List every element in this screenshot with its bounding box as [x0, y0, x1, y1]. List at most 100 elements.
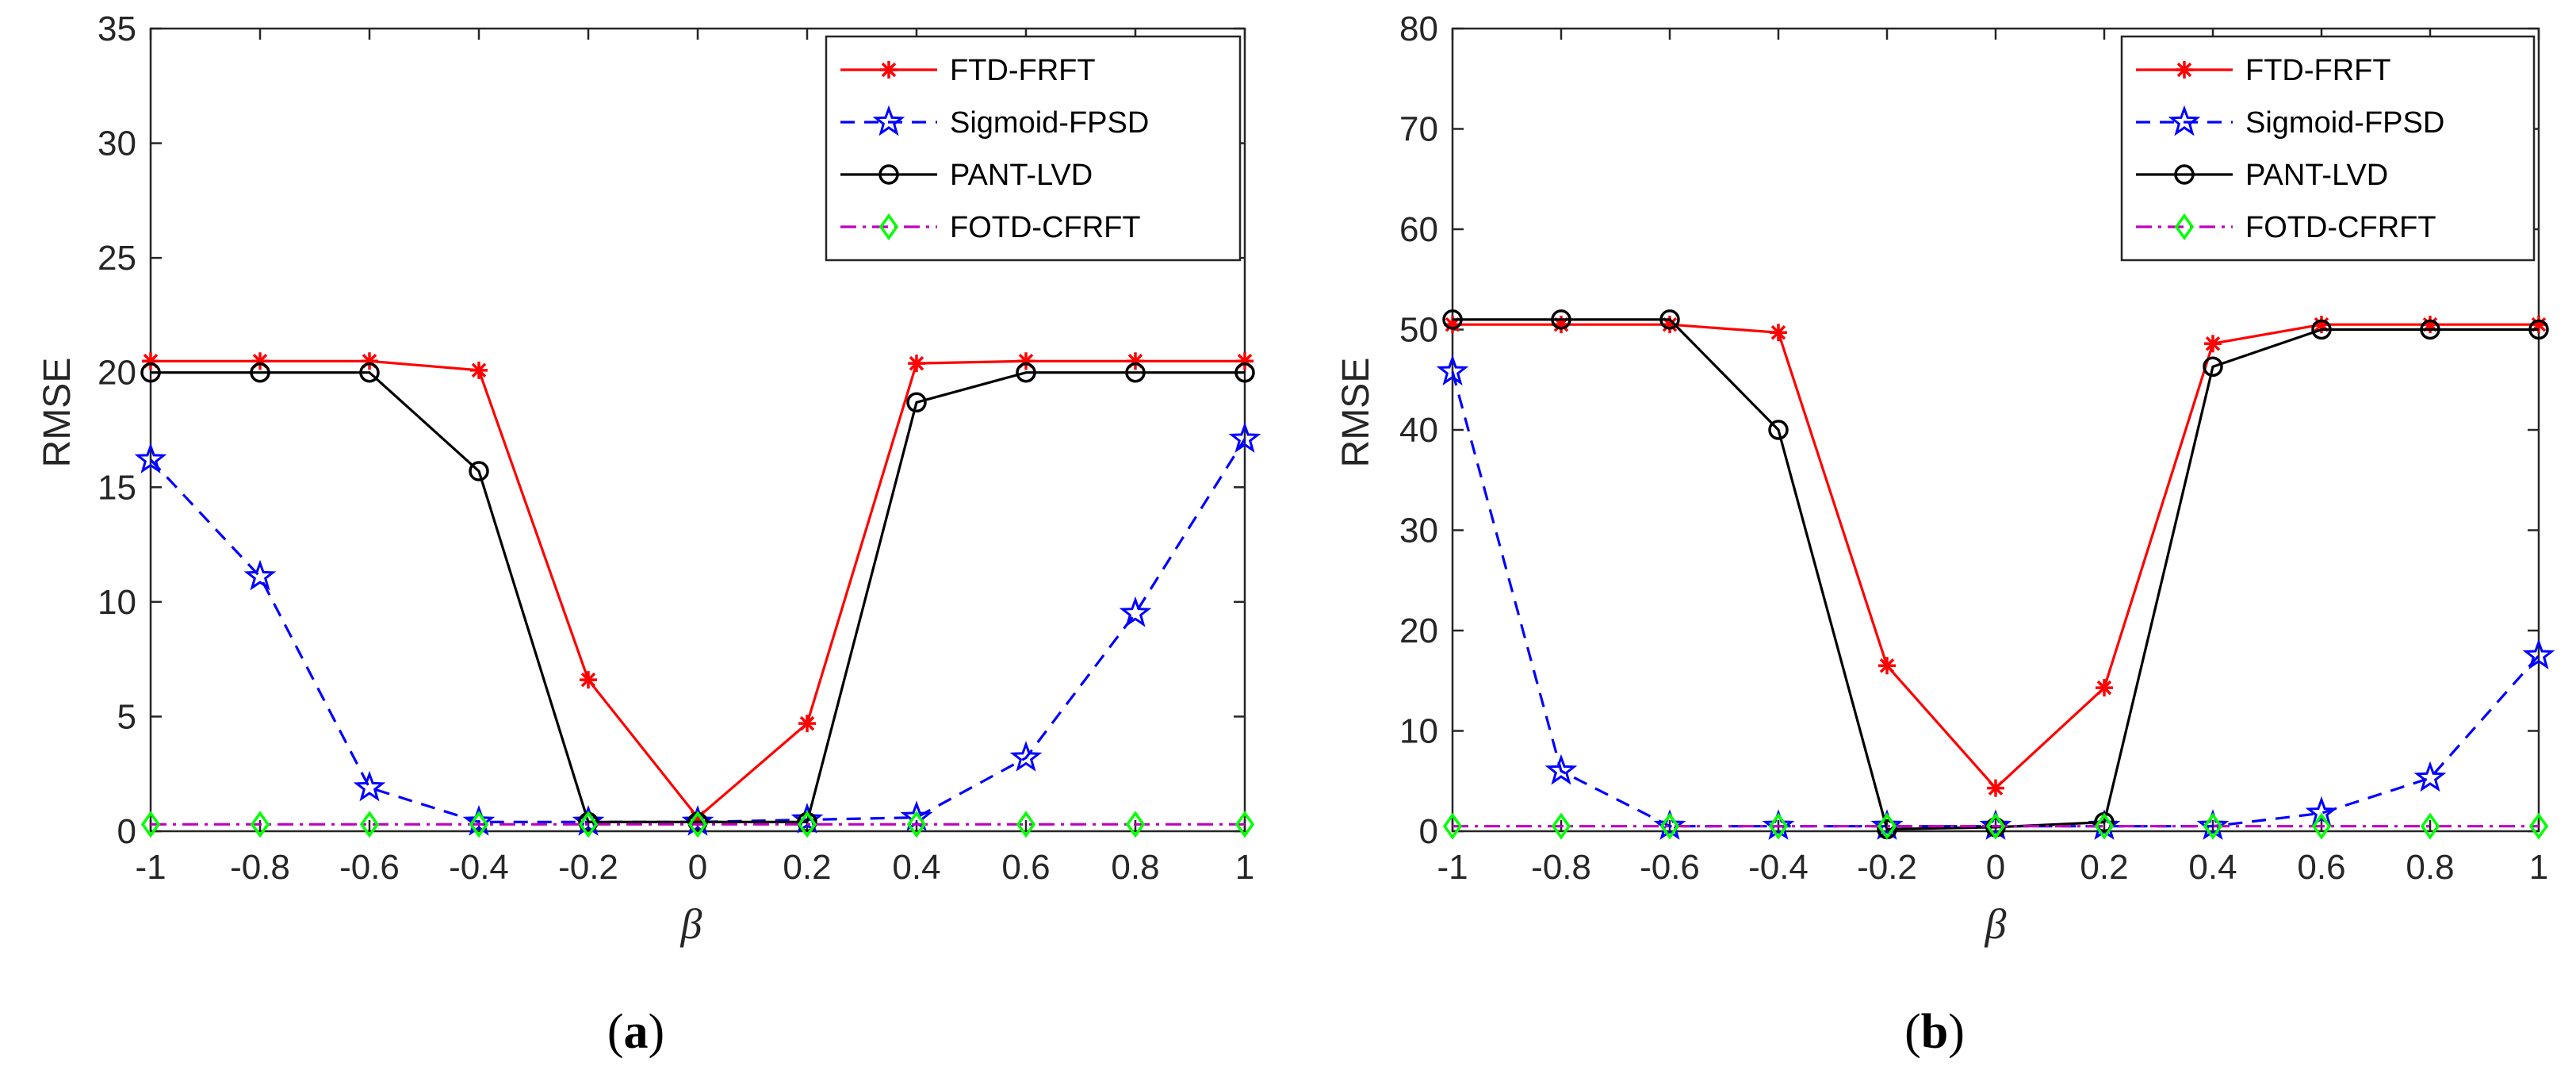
x-tick-label: -0.8 [1531, 848, 1591, 887]
data-point [2528, 319, 2549, 340]
series-fotd-cfrft [140, 811, 1255, 838]
legend-swatch-marker [880, 61, 898, 79]
data-point [1234, 811, 1255, 838]
legend: FTD-FRFT Sigmoid-FPSD PANT-LVD FOTD-CFRFT [2120, 35, 2536, 262]
x-tick-label: -1 [1437, 848, 1468, 887]
y-tick-label: 0 [117, 812, 136, 851]
data-point [1762, 809, 1795, 840]
legend-swatch-marker [2168, 105, 2201, 136]
data-point [2094, 812, 2115, 840]
data-point [1659, 309, 1680, 330]
y-tick-label: 60 [1399, 210, 1438, 249]
y-tick-label: 15 [98, 468, 136, 507]
x-tick-label: 0.2 [2080, 848, 2128, 887]
data-point [469, 811, 489, 838]
data-point [1119, 596, 1152, 627]
legend-swatch-marker [878, 213, 899, 241]
data-point [1017, 352, 1035, 370]
data-point [1442, 812, 1463, 840]
x-tick-label: 1 [2529, 848, 2548, 887]
y-tick-label: 20 [98, 354, 136, 393]
data-point [908, 355, 925, 373]
y-tick-label: 10 [98, 583, 136, 622]
x-tick-label: -0.6 [1640, 848, 1700, 887]
data-point [1878, 657, 1896, 675]
legend-swatch-marker [2174, 164, 2195, 185]
y-tick-label: 30 [1399, 512, 1438, 550]
data-point [1236, 352, 1254, 370]
data-point [572, 804, 605, 836]
x-tick-label: 0.4 [2188, 848, 2237, 887]
panel-caption-b: (b) [1904, 1005, 1965, 1059]
data-point [1544, 753, 1578, 785]
panel-caption-a: (a) [607, 1005, 664, 1059]
data-point [2305, 796, 2338, 827]
legend-label: PANT-LVD [950, 159, 1093, 192]
data-point [1985, 812, 2006, 840]
data-point [2096, 679, 2113, 697]
series-ftd-frft [1444, 316, 2547, 797]
data-point [469, 461, 489, 481]
data-point [1442, 309, 1463, 330]
legend-swatch-marker [878, 164, 899, 185]
data-point [1016, 362, 1036, 383]
data-point [1127, 352, 1144, 370]
y-tick-label: 50 [1399, 311, 1438, 350]
y-axis-label: RMSE [1335, 358, 1377, 468]
data-point [2311, 812, 2332, 840]
y-tick-label: 10 [1399, 712, 1438, 751]
legend-swatch-marker [2176, 61, 2193, 79]
data-point [2203, 356, 2223, 378]
x-axis-label: β [680, 900, 702, 948]
legend-label: FTD-FRFT [2245, 54, 2391, 87]
legend-item-pant-lvd: PANT-LVD [2136, 159, 2388, 192]
data-point [140, 811, 161, 838]
x-tick-label: 0.4 [892, 848, 940, 887]
legend-item-fotd-cfrft: FOTD-CFRFT [840, 211, 1141, 244]
x-tick-label: -0.4 [1748, 848, 1809, 887]
data-point [2420, 319, 2440, 340]
data-point [1125, 362, 1146, 383]
x-tick-label: 1 [1235, 848, 1254, 887]
data-point [2313, 316, 2330, 334]
legend-item-ftd-frft: FTD-FRFT [840, 54, 1096, 87]
data-point [1552, 316, 1570, 334]
data-point [906, 392, 927, 413]
data-point [798, 715, 816, 733]
x-tick-label: 0.8 [2406, 848, 2454, 887]
data-point [462, 804, 496, 836]
data-point [2522, 638, 2555, 669]
data-point [2528, 812, 2549, 840]
x-tick-label: -0.2 [558, 848, 618, 887]
data-point [578, 811, 599, 838]
y-tick-label: 0 [1419, 812, 1438, 851]
x-tick-label: 0.2 [783, 848, 831, 887]
y-tick-label: 40 [1399, 411, 1438, 450]
data-point [140, 362, 161, 383]
data-point [2196, 809, 2230, 840]
data-point [1444, 316, 1461, 334]
legend-item-ftd-frft: FTD-FRFT [2136, 54, 2391, 87]
data-point [1009, 741, 1043, 772]
y-tick-label: 25 [98, 239, 136, 278]
data-point [1436, 355, 1469, 385]
legend-label: FTD-FRFT [950, 54, 1096, 87]
legend-item-sigmoid-fpsd: Sigmoid-FPSD [2136, 105, 2444, 140]
data-point [250, 811, 270, 838]
data-point [1551, 309, 1571, 330]
data-point [1770, 324, 1787, 342]
y-tick-label: 30 [98, 125, 136, 163]
data-point [2413, 761, 2447, 792]
data-point [250, 362, 270, 383]
x-tick-label: -1 [135, 848, 166, 887]
data-point [906, 811, 927, 838]
data-point [1979, 809, 2012, 840]
series-ftd-frft [142, 352, 1254, 826]
x-tick-label: 0 [1986, 848, 2005, 887]
x-tick-label: -0.4 [449, 848, 509, 887]
data-point [1870, 809, 1904, 840]
data-point [1768, 420, 1789, 440]
legend-item-pant-lvd: PANT-LVD [840, 159, 1093, 192]
